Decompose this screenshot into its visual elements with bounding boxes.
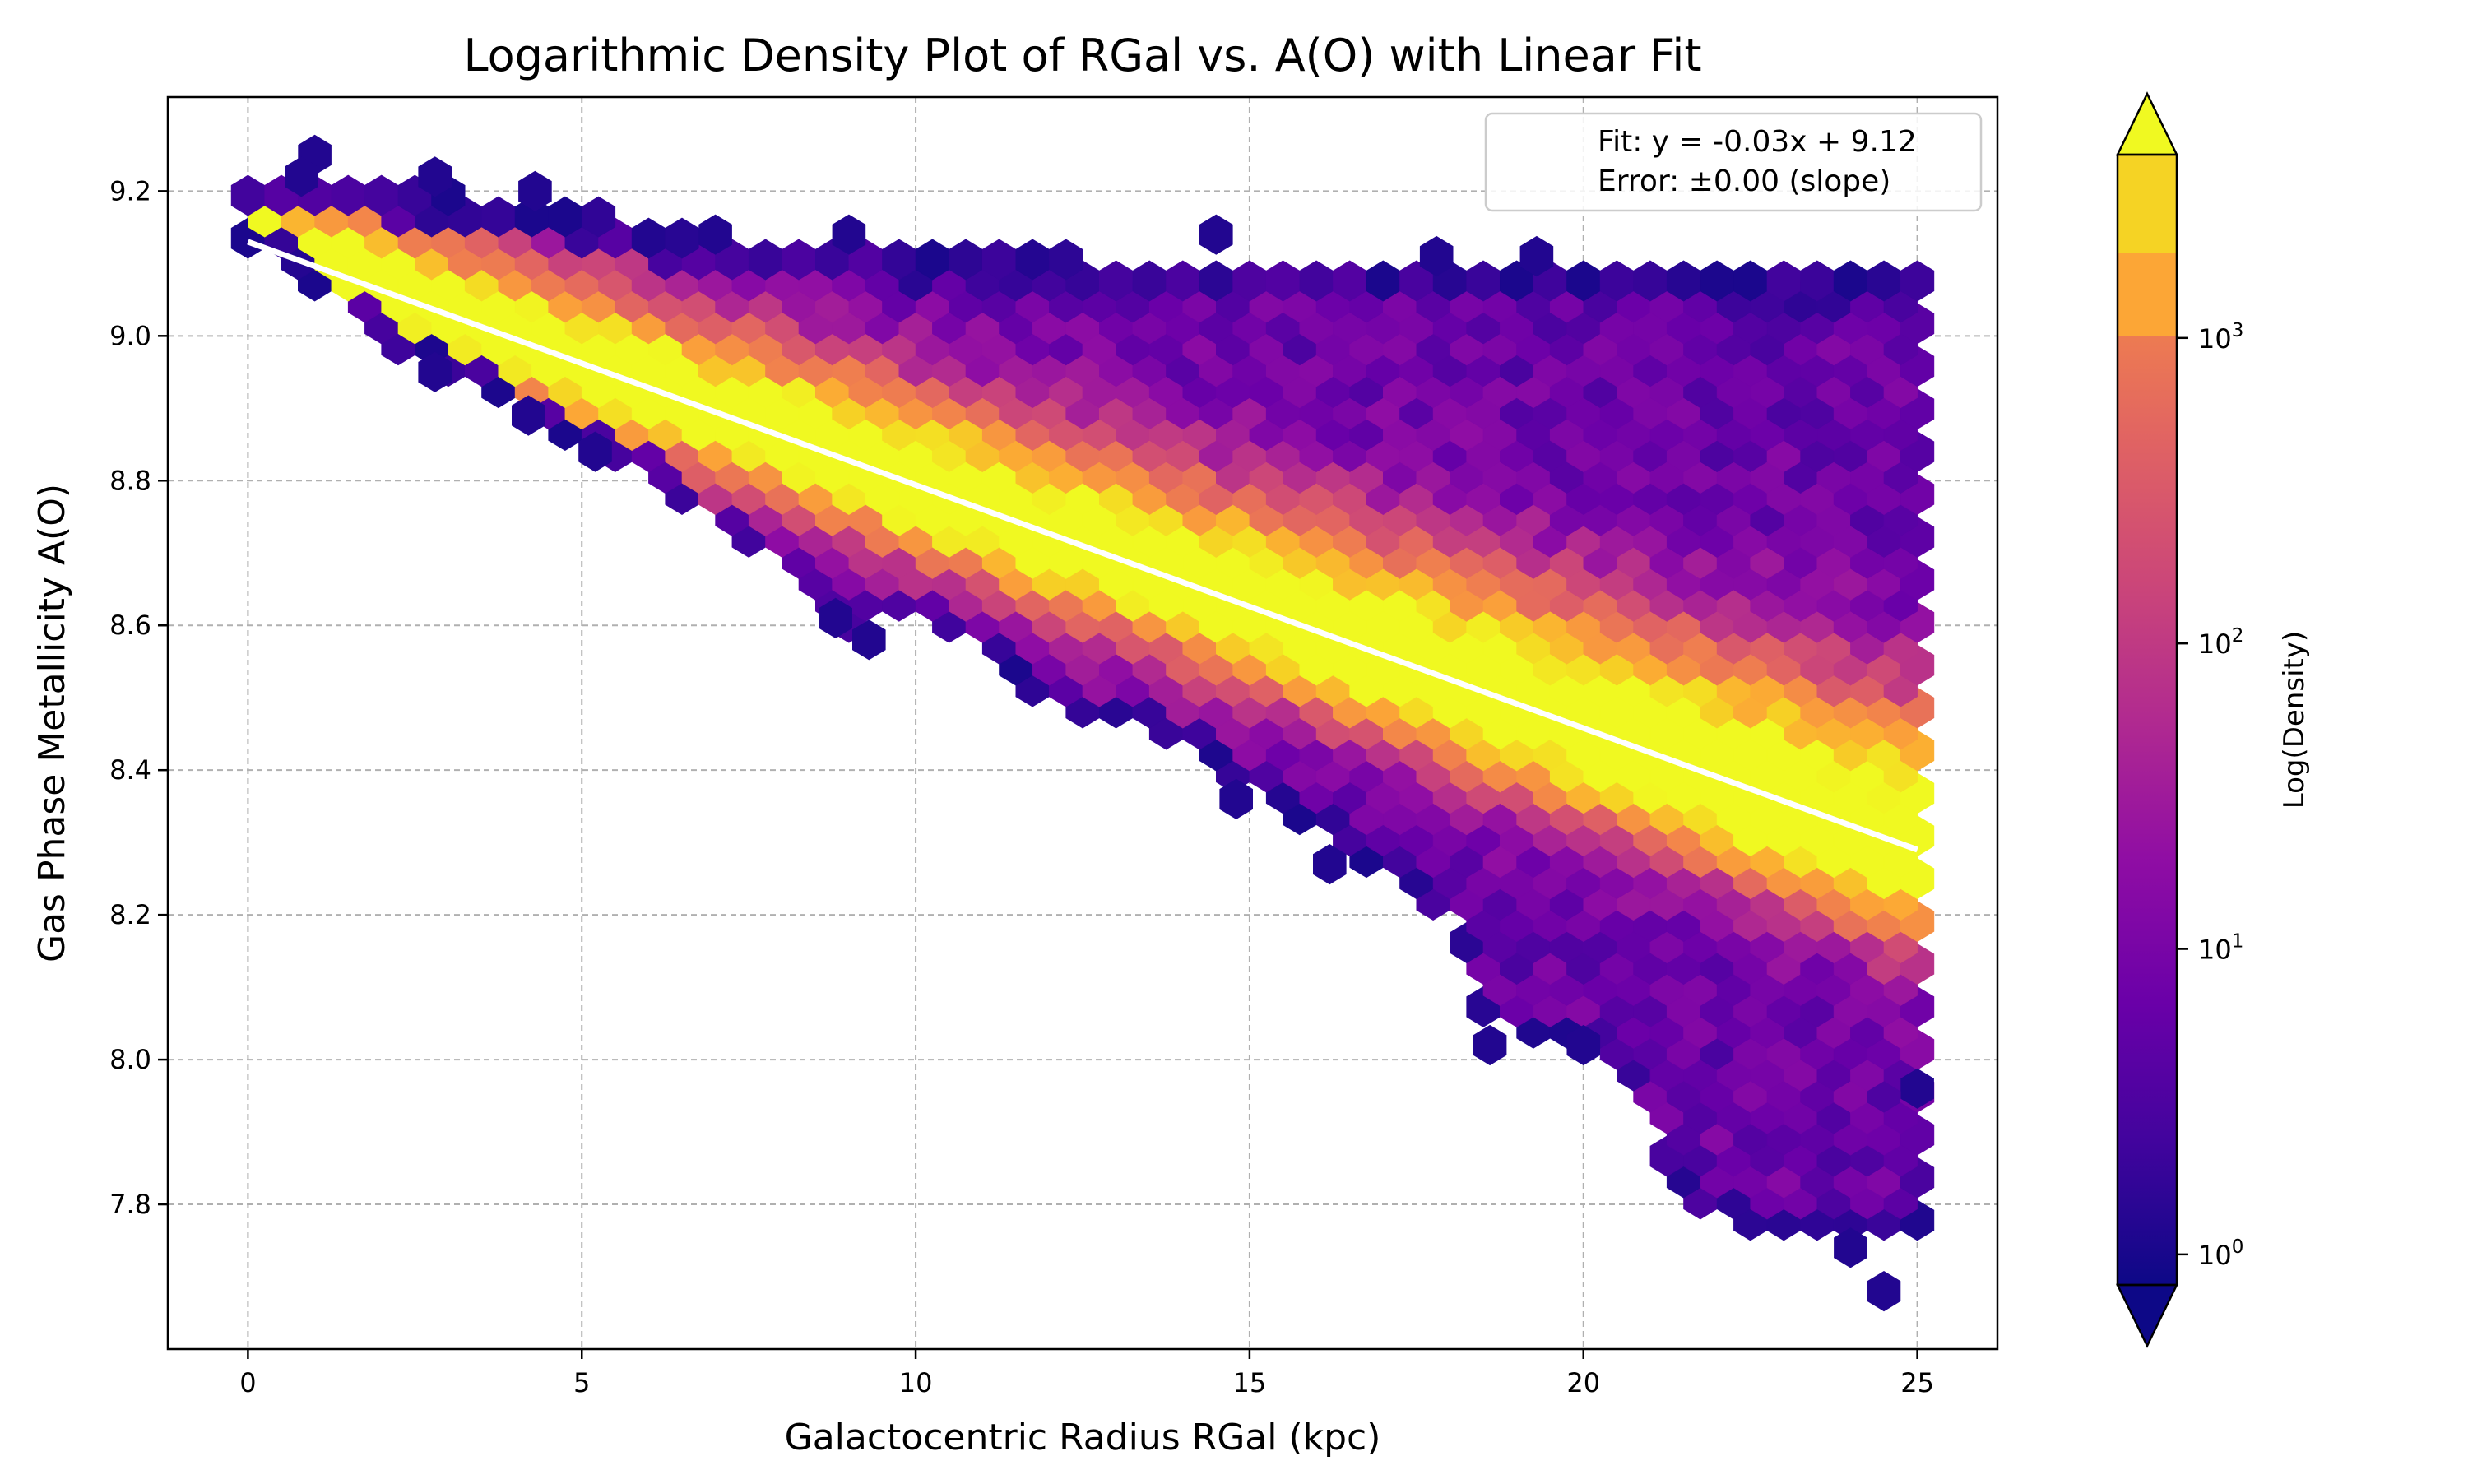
fit-line-group [247,239,1918,853]
hexbin-cell-sparse [1199,214,1233,255]
y-tick-label: 8.0 [109,1044,151,1075]
hexbin-cell-sparse [698,214,732,255]
hexbin-cell-sparse [1900,1068,1934,1109]
hexbin-cell-sparse [1219,778,1253,819]
hexbin-cell-sparse [1834,1227,1867,1268]
y-axis-ticks: 7.8 8.0 8.2 8.4 8.6 8.8 9.0 9.2 [109,175,168,1220]
y-tick-label: 9.0 [109,320,151,351]
y-tick-label: 9.2 [109,175,151,206]
hexbin-cell-sparse [832,214,866,255]
x-axis-title: Galactocentric Radius RGal (kpc) [785,1417,1381,1458]
x-tick-label: 5 [573,1367,590,1398]
colorbar-label: Log(Density) [2278,631,2311,809]
x-tick-label: 25 [1900,1367,1934,1398]
hexbin-cells [230,134,1935,1312]
hexbin-cell-sparse [1867,1271,1901,1312]
y-tick-label: 8.4 [109,754,151,786]
hexbin-cell-sparse [1419,235,1454,277]
colorbar-extend-top [2116,91,2178,156]
fit-line [247,239,1918,853]
hexbin-cell-sparse [819,597,852,638]
x-tick-label: 0 [239,1367,256,1398]
hexbin-cell-sparse [418,351,452,392]
colorbar: 100 101 102 103 Log(Density) [2116,91,2311,1348]
hexbin-cell-sparse [1519,235,1554,277]
hexbin-cell-sparse [852,619,886,661]
plot-frame [166,95,1999,1351]
colorbar-extend-bottom [2116,1283,2178,1348]
hexbin-cell [581,196,616,238]
legend-box [1484,112,1983,212]
colorbar-frame [2116,153,2178,1287]
hexbin-cell-sparse [1566,1024,1601,1066]
y-tick-label: 8.6 [109,610,151,641]
hexbin-cell-sparse [512,395,545,436]
x-tick-label: 15 [1233,1367,1267,1398]
hexbin-cell-sparse [285,156,318,197]
colorbar-tick-label: 103 [2198,320,2243,355]
colorbar-tick-label: 100 [2198,1236,2243,1271]
y-tick-label: 8.8 [109,465,151,496]
hexbin-cell-sparse [578,431,612,472]
y-axis-title: Gas Phase Metallicity A(O) [31,484,73,962]
colorbar-gradient [2118,155,2177,1285]
hexbin-cell [1900,260,1935,302]
hexbin-cell-sparse [1473,1024,1507,1066]
hexbin-cell-sparse [518,170,552,211]
colorbar-top-segment [2118,155,2177,253]
legend: Fit: y = -0.03x + 9.12 Error: ±0.00 (slo… [1484,112,1983,212]
y-tick-label: 8.2 [109,899,151,930]
x-axis-ticks: 0 5 10 15 20 25 [239,1349,1934,1398]
hexbin-cell [1049,239,1083,281]
legend-fit-text: Fit: y = -0.03x + 9.12 [1598,125,1917,159]
chart-title: Logarithmic Density Plot of RGal vs. A(O… [463,30,1701,81]
colorbar-tick-label: 102 [2198,625,2243,660]
hexbin-cell-sparse [418,156,452,197]
legend-error-text: Error: ±0.00 (slope) [1598,165,1890,198]
x-tick-label: 10 [899,1367,933,1398]
hexbin-cell-sparse [1313,844,1347,885]
colorbar-tick-label: 101 [2198,931,2243,966]
y-tick-label: 7.8 [109,1189,151,1220]
colorbar-ticks: 100 101 102 103 [2177,320,2243,1271]
x-tick-label: 20 [1566,1367,1600,1398]
